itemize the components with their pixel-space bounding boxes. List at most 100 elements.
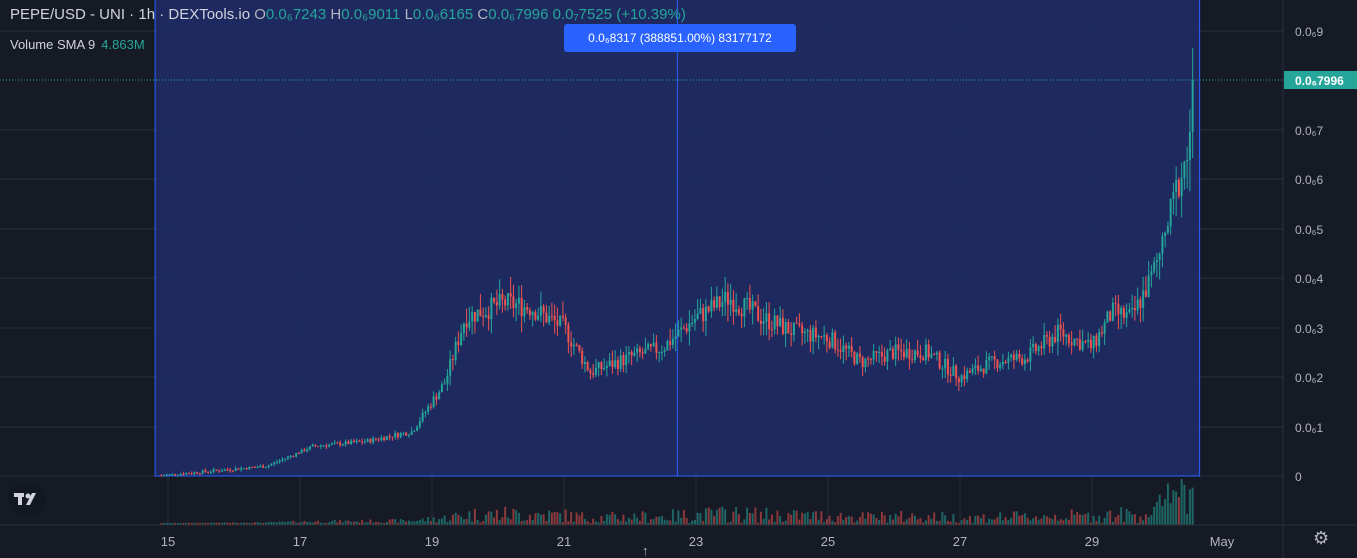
volume-bar	[325, 522, 328, 525]
volume-bar	[1188, 489, 1191, 525]
volume-bar	[1133, 514, 1136, 525]
candle-body	[759, 320, 762, 324]
volume-bar	[875, 518, 878, 525]
candle-body	[611, 360, 614, 368]
candle-body	[608, 360, 611, 366]
candle-body	[251, 466, 254, 468]
candle-body	[253, 467, 256, 469]
volume-bar	[559, 513, 562, 525]
candle-body	[490, 297, 493, 320]
gear-icon[interactable]: ⚙	[1313, 528, 1330, 548]
volume-bar	[223, 522, 226, 525]
volume-bar	[487, 511, 490, 525]
candle-body	[740, 313, 743, 317]
volume-bar	[454, 512, 457, 525]
candle-body	[1191, 80, 1194, 132]
volume-bar	[1166, 483, 1169, 525]
candle-body	[1175, 179, 1178, 192]
candle-body	[762, 321, 765, 324]
volume-bar	[168, 522, 171, 525]
candle-body	[636, 348, 639, 353]
volume-bar	[314, 521, 317, 525]
candle-body	[473, 312, 476, 322]
candle-body	[801, 325, 804, 334]
volume-bar	[561, 522, 564, 525]
volume-bar	[187, 522, 190, 525]
scroll-to-top-icon[interactable]: ↑	[642, 543, 649, 558]
candle-body	[347, 441, 350, 444]
volume-bar	[297, 522, 300, 525]
candle-body	[869, 358, 872, 360]
volume-bar	[275, 522, 278, 525]
volume-bar	[773, 521, 776, 525]
candle-body	[443, 383, 446, 385]
y-tick-label: 0.0₆6	[1295, 173, 1324, 187]
volume-bar	[515, 510, 518, 525]
candle-body	[226, 469, 229, 471]
candle-body	[792, 323, 795, 336]
candle-body	[385, 436, 388, 441]
volume-bar	[341, 522, 344, 525]
volume-bar	[176, 522, 179, 525]
volume-bar	[1120, 507, 1123, 525]
candle-body	[575, 344, 578, 346]
candle-body	[952, 365, 955, 376]
volume-bar	[245, 522, 248, 525]
volume-bar	[190, 522, 193, 525]
candle-body	[361, 441, 364, 443]
volume-bar	[872, 514, 875, 525]
candle-body	[556, 320, 559, 326]
candle-body	[476, 309, 479, 322]
volume-bar	[589, 522, 592, 525]
candle-body	[383, 437, 386, 441]
candle-body	[944, 358, 947, 369]
candle-body	[449, 359, 452, 376]
candle-body	[520, 297, 523, 317]
candle-body	[971, 368, 974, 373]
volume-bar	[1186, 513, 1189, 525]
volume-bar	[641, 511, 644, 525]
candle-body	[559, 315, 562, 326]
candle-body	[919, 355, 922, 358]
volume-bar	[770, 514, 773, 525]
volume-bar	[374, 521, 377, 525]
volume-bar	[240, 522, 243, 525]
candle-body	[328, 444, 331, 447]
candle-body	[454, 341, 457, 361]
volume-bar	[1078, 514, 1081, 525]
candle-body	[330, 443, 333, 445]
candle-body	[894, 344, 897, 359]
candle-body	[1051, 336, 1054, 347]
candle-body	[1081, 341, 1084, 350]
volume-bar	[1092, 515, 1095, 525]
volume-bar	[696, 512, 699, 525]
volume-bar	[405, 521, 408, 525]
volume-bar	[509, 519, 512, 525]
candle-body	[295, 453, 298, 457]
tradingview-logo[interactable]	[8, 483, 46, 515]
candle-body	[850, 345, 853, 352]
candle-body	[946, 358, 949, 375]
candle-body	[1045, 334, 1048, 337]
candle-body	[872, 351, 875, 360]
candle-body	[394, 433, 397, 438]
volume-bar	[517, 512, 520, 525]
candle-body	[630, 352, 633, 356]
candle-body	[165, 474, 168, 476]
volume-bar	[215, 522, 218, 525]
candle-body	[652, 342, 655, 347]
candle-body	[616, 360, 619, 369]
candle-body	[754, 301, 757, 307]
candle-body	[363, 441, 366, 443]
candle-body	[1062, 329, 1065, 337]
candle-body	[325, 445, 328, 447]
candle-body	[688, 323, 691, 332]
candle-body	[542, 306, 545, 313]
volume-indicator-legend[interactable]: Volume SMA 9 4.863M	[10, 37, 145, 52]
candle-body	[204, 470, 207, 472]
volume-bar	[416, 520, 419, 525]
volume-bar	[988, 518, 991, 525]
candle-body	[935, 352, 938, 355]
candle-body	[561, 315, 564, 318]
